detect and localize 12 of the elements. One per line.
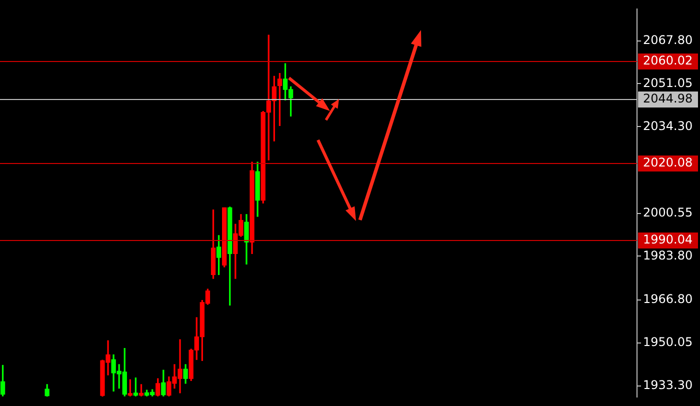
y-tick-label: 1933.30	[643, 378, 693, 392]
y-tick-label: 1983.80	[643, 248, 693, 262]
y-tick-label: 1950.05	[643, 334, 693, 349]
y-tick-label: 2067.80	[643, 32, 693, 47]
y-tick-label: 1966.80	[643, 292, 693, 306]
ref-line-label: 1990.04	[643, 232, 693, 247]
y-tick-label: 2051.05	[643, 76, 693, 90]
y-tick-label: 2000.55	[643, 205, 693, 220]
ref-line-label: 2060.02	[643, 54, 693, 68]
ref-line-label: 2044.98	[643, 92, 693, 106]
ref-line-label: 2020.08	[643, 156, 693, 170]
y-tick-label: 2034.30	[643, 118, 693, 133]
